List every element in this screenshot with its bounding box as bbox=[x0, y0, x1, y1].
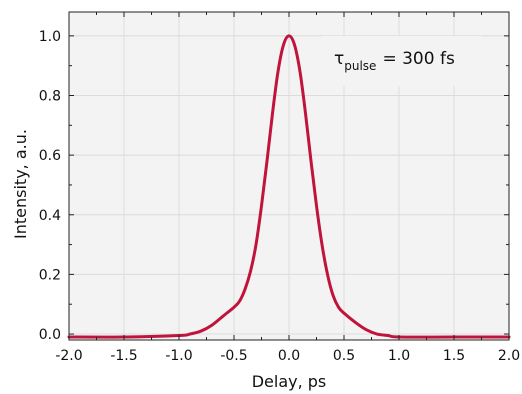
x-tick-label: 1.0 bbox=[388, 348, 410, 364]
tau-symbol: τ bbox=[334, 49, 344, 69]
y-axis-title: Intensity, a.u. bbox=[11, 129, 30, 239]
y-tick-label: 0.0 bbox=[39, 327, 61, 343]
pulse-duration-annotation: τpulse = 300 fs bbox=[334, 49, 455, 73]
y-tick-label: 0.8 bbox=[39, 88, 61, 104]
x-tick-label: -2.0 bbox=[55, 348, 82, 364]
pulse-subscript: pulse bbox=[344, 59, 376, 73]
series-layer bbox=[67, 34, 511, 339]
x-tick-label: 0.0 bbox=[278, 348, 300, 364]
x-tick-label: -1.5 bbox=[110, 348, 137, 364]
y-tick-label: 1.0 bbox=[39, 29, 61, 45]
y-tick-label: 0.4 bbox=[39, 208, 61, 224]
y-tick-label: 0.2 bbox=[39, 267, 61, 283]
y-tick-label: 0.6 bbox=[39, 148, 61, 164]
annotation-box bbox=[322, 36, 482, 86]
x-tick-label: 0.5 bbox=[333, 348, 355, 364]
x-tick-label: -1.0 bbox=[165, 348, 192, 364]
intensity-series-line bbox=[67, 34, 511, 339]
x-tick-label: 1.5 bbox=[443, 348, 465, 364]
annotation-value: = 300 fs bbox=[382, 49, 454, 69]
x-tick-label: 2.0 bbox=[498, 348, 520, 364]
x-axis-title: Delay, ps bbox=[252, 372, 327, 391]
ticks: -2.0 -1.5 -1.0 -0.5 0.0 0.5 1.0 1.5 2.0 0.0 0.2 0.4… bbox=[39, 12, 520, 364]
x-tick-label: -0.5 bbox=[220, 348, 247, 364]
